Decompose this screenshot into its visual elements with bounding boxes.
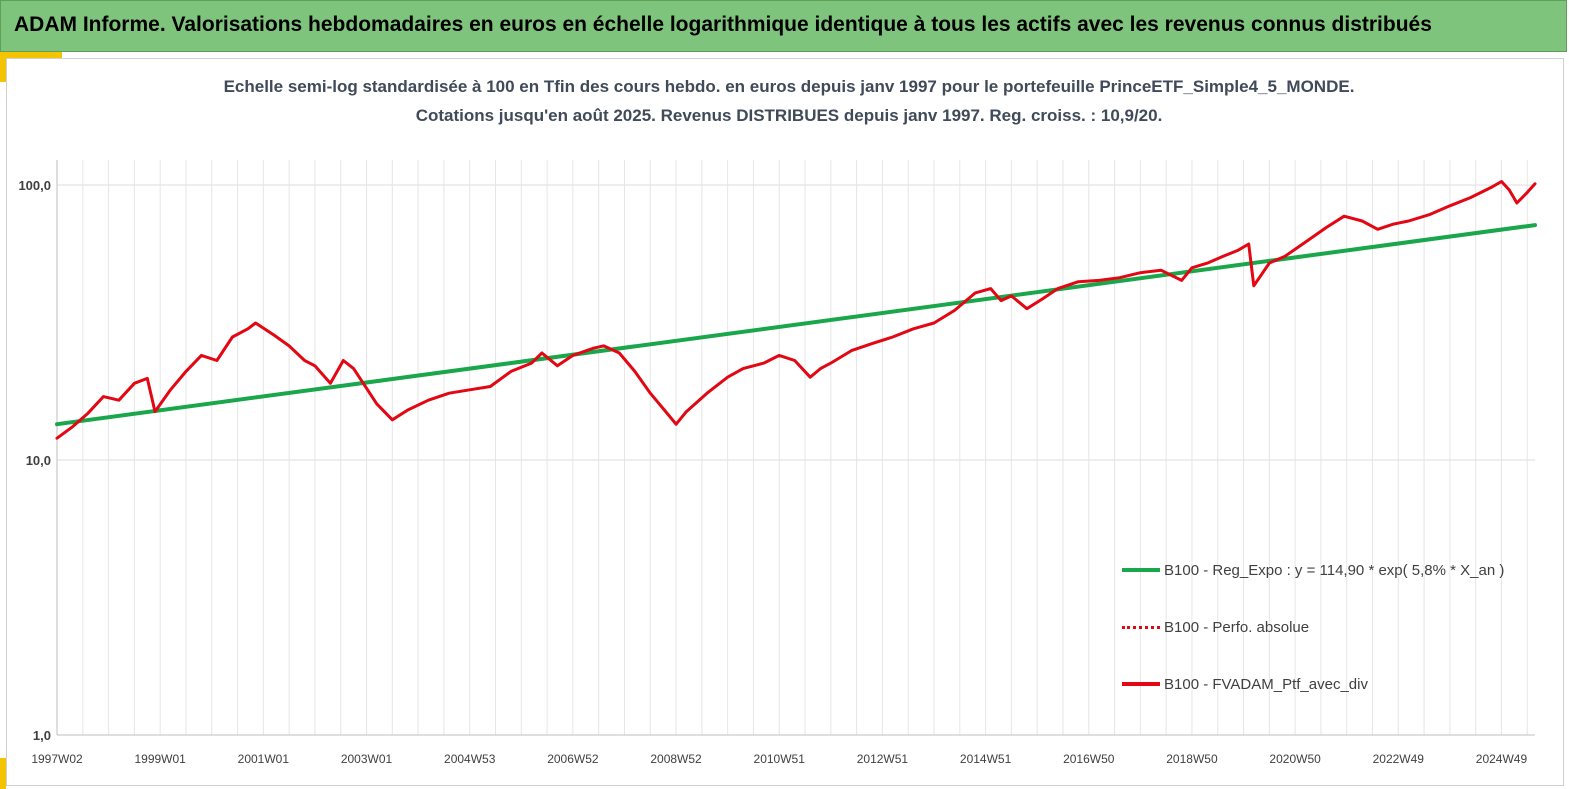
x-tick-label: 2008W52	[650, 752, 702, 766]
x-tick-label: 2010W51	[754, 752, 806, 766]
chart-frame	[6, 58, 1564, 786]
x-tick-label: 2018W50	[1166, 752, 1218, 766]
chart-subtitle: Cotations jusqu'en août 2025. Revenus DI…	[415, 106, 1163, 125]
legend-swatch-perfo-absolue	[1122, 625, 1160, 629]
legend-label-perfo-absolue: B100 - Perfo. absolue	[1164, 618, 1310, 636]
y-tick-label: 10,0	[26, 453, 51, 468]
accent-bar-bottom-left	[0, 758, 6, 789]
x-tick-label: 2003W01	[341, 752, 393, 766]
legend-item-portfolio: B100 - FVADAM_Ptf_avec_div	[1122, 672, 1368, 696]
x-tick-label: 2024W49	[1476, 752, 1528, 766]
x-tick-label: 2014W51	[960, 752, 1012, 766]
banner-title: ADAM Informe. Valorisations hebdomadaire…	[14, 13, 1432, 36]
x-tick-label: 2006W52	[547, 752, 599, 766]
x-tick-label: 2012W51	[857, 752, 909, 766]
legend-label-regression: B100 - Reg_Expo : y = 114,90 * exp( 5,8%…	[1164, 561, 1505, 579]
legend-label-portfolio: B100 - FVADAM_Ptf_avec_div	[1164, 675, 1368, 693]
portfolio-line	[55, 180, 1537, 440]
accent-bar-top	[0, 52, 62, 58]
axis-layer	[56, 160, 1535, 736]
regression-line	[55, 223, 1537, 427]
legend-swatch-regression	[1122, 568, 1160, 572]
x-tick-label: 1999W01	[134, 752, 186, 766]
x-tick-label: 2020W50	[1269, 752, 1321, 766]
x-tick-label: 2016W50	[1063, 752, 1115, 766]
y-tick-label: 1,0	[33, 728, 51, 743]
y-tick-label: 100,0	[18, 178, 51, 193]
x-tick-label: 1997W02	[31, 752, 83, 766]
accent-bar-left	[0, 52, 6, 82]
series-layer	[55, 180, 1537, 440]
legend-swatch-portfolio	[1122, 682, 1160, 686]
legend-item-regression: B100 - Reg_Expo : y = 114,90 * exp( 5,8%…	[1122, 558, 1504, 582]
label-layer: 1,0 10,0 100,0 1997W02 1999W01 2001W01 2003W01…	[18, 178, 1527, 766]
x-tick-label: 2004W53	[444, 752, 496, 766]
grid-layer	[56, 160, 1535, 736]
x-tick-label: 2022W49	[1373, 752, 1425, 766]
x-tick-label: 2001W01	[238, 752, 290, 766]
report-banner: ADAM Informe. Valorisations hebdomadaire…	[0, 0, 1567, 52]
chart-title: Echelle semi-log standardisée à 100 en T…	[223, 77, 1355, 96]
legend-item-perfo-absolue: B100 - Perfo. absolue	[1122, 615, 1309, 639]
